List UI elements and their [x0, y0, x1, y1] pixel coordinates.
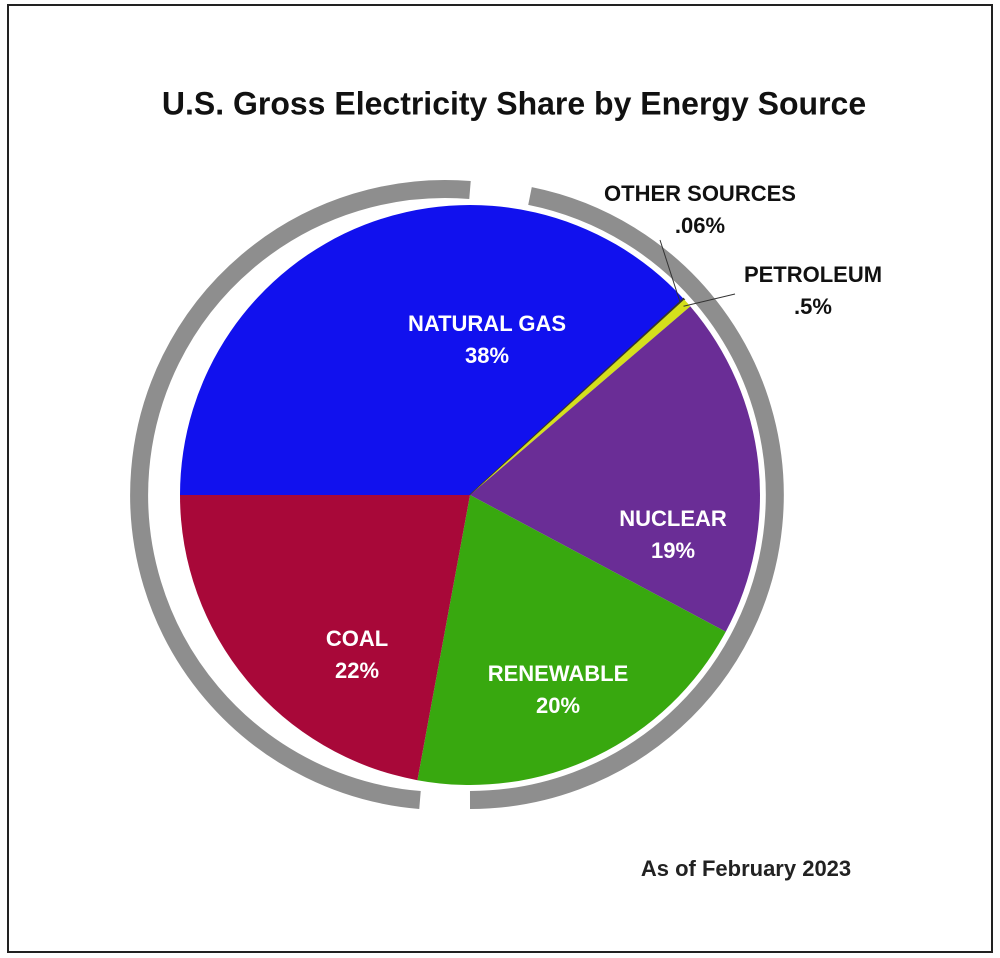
slice-label: RENEWABLE — [488, 661, 629, 686]
pie-slice — [470, 306, 760, 632]
ring-arc — [130, 180, 471, 809]
value-label: 38% — [465, 343, 509, 368]
value-label: 20% — [536, 693, 580, 718]
slice-label: OTHER SOURCES — [604, 181, 796, 206]
value-label: .5% — [794, 294, 832, 319]
chart-title: U.S. Gross Electricity Share by Energy S… — [162, 85, 866, 121]
slice-label: NATURAL GAS — [408, 311, 566, 336]
pie-slice — [469, 297, 686, 496]
ring-arc — [469, 187, 784, 809]
value-label: 19% — [651, 538, 695, 563]
pie-slice — [180, 204, 684, 495]
decorative-ring — [130, 180, 784, 809]
leader-line — [659, 239, 681, 303]
value-label: 22% — [335, 658, 379, 683]
pie-slice — [180, 495, 470, 781]
leader-line — [683, 293, 736, 307]
slice-label: PETROLEUM — [744, 262, 882, 287]
note: As of February 2023 — [641, 856, 851, 881]
value-label: .06% — [675, 213, 725, 238]
slice-label: COAL — [326, 626, 388, 651]
slice-label: NUCLEAR — [619, 506, 727, 531]
pie-slice — [470, 299, 691, 495]
pie-slice — [417, 495, 726, 785]
